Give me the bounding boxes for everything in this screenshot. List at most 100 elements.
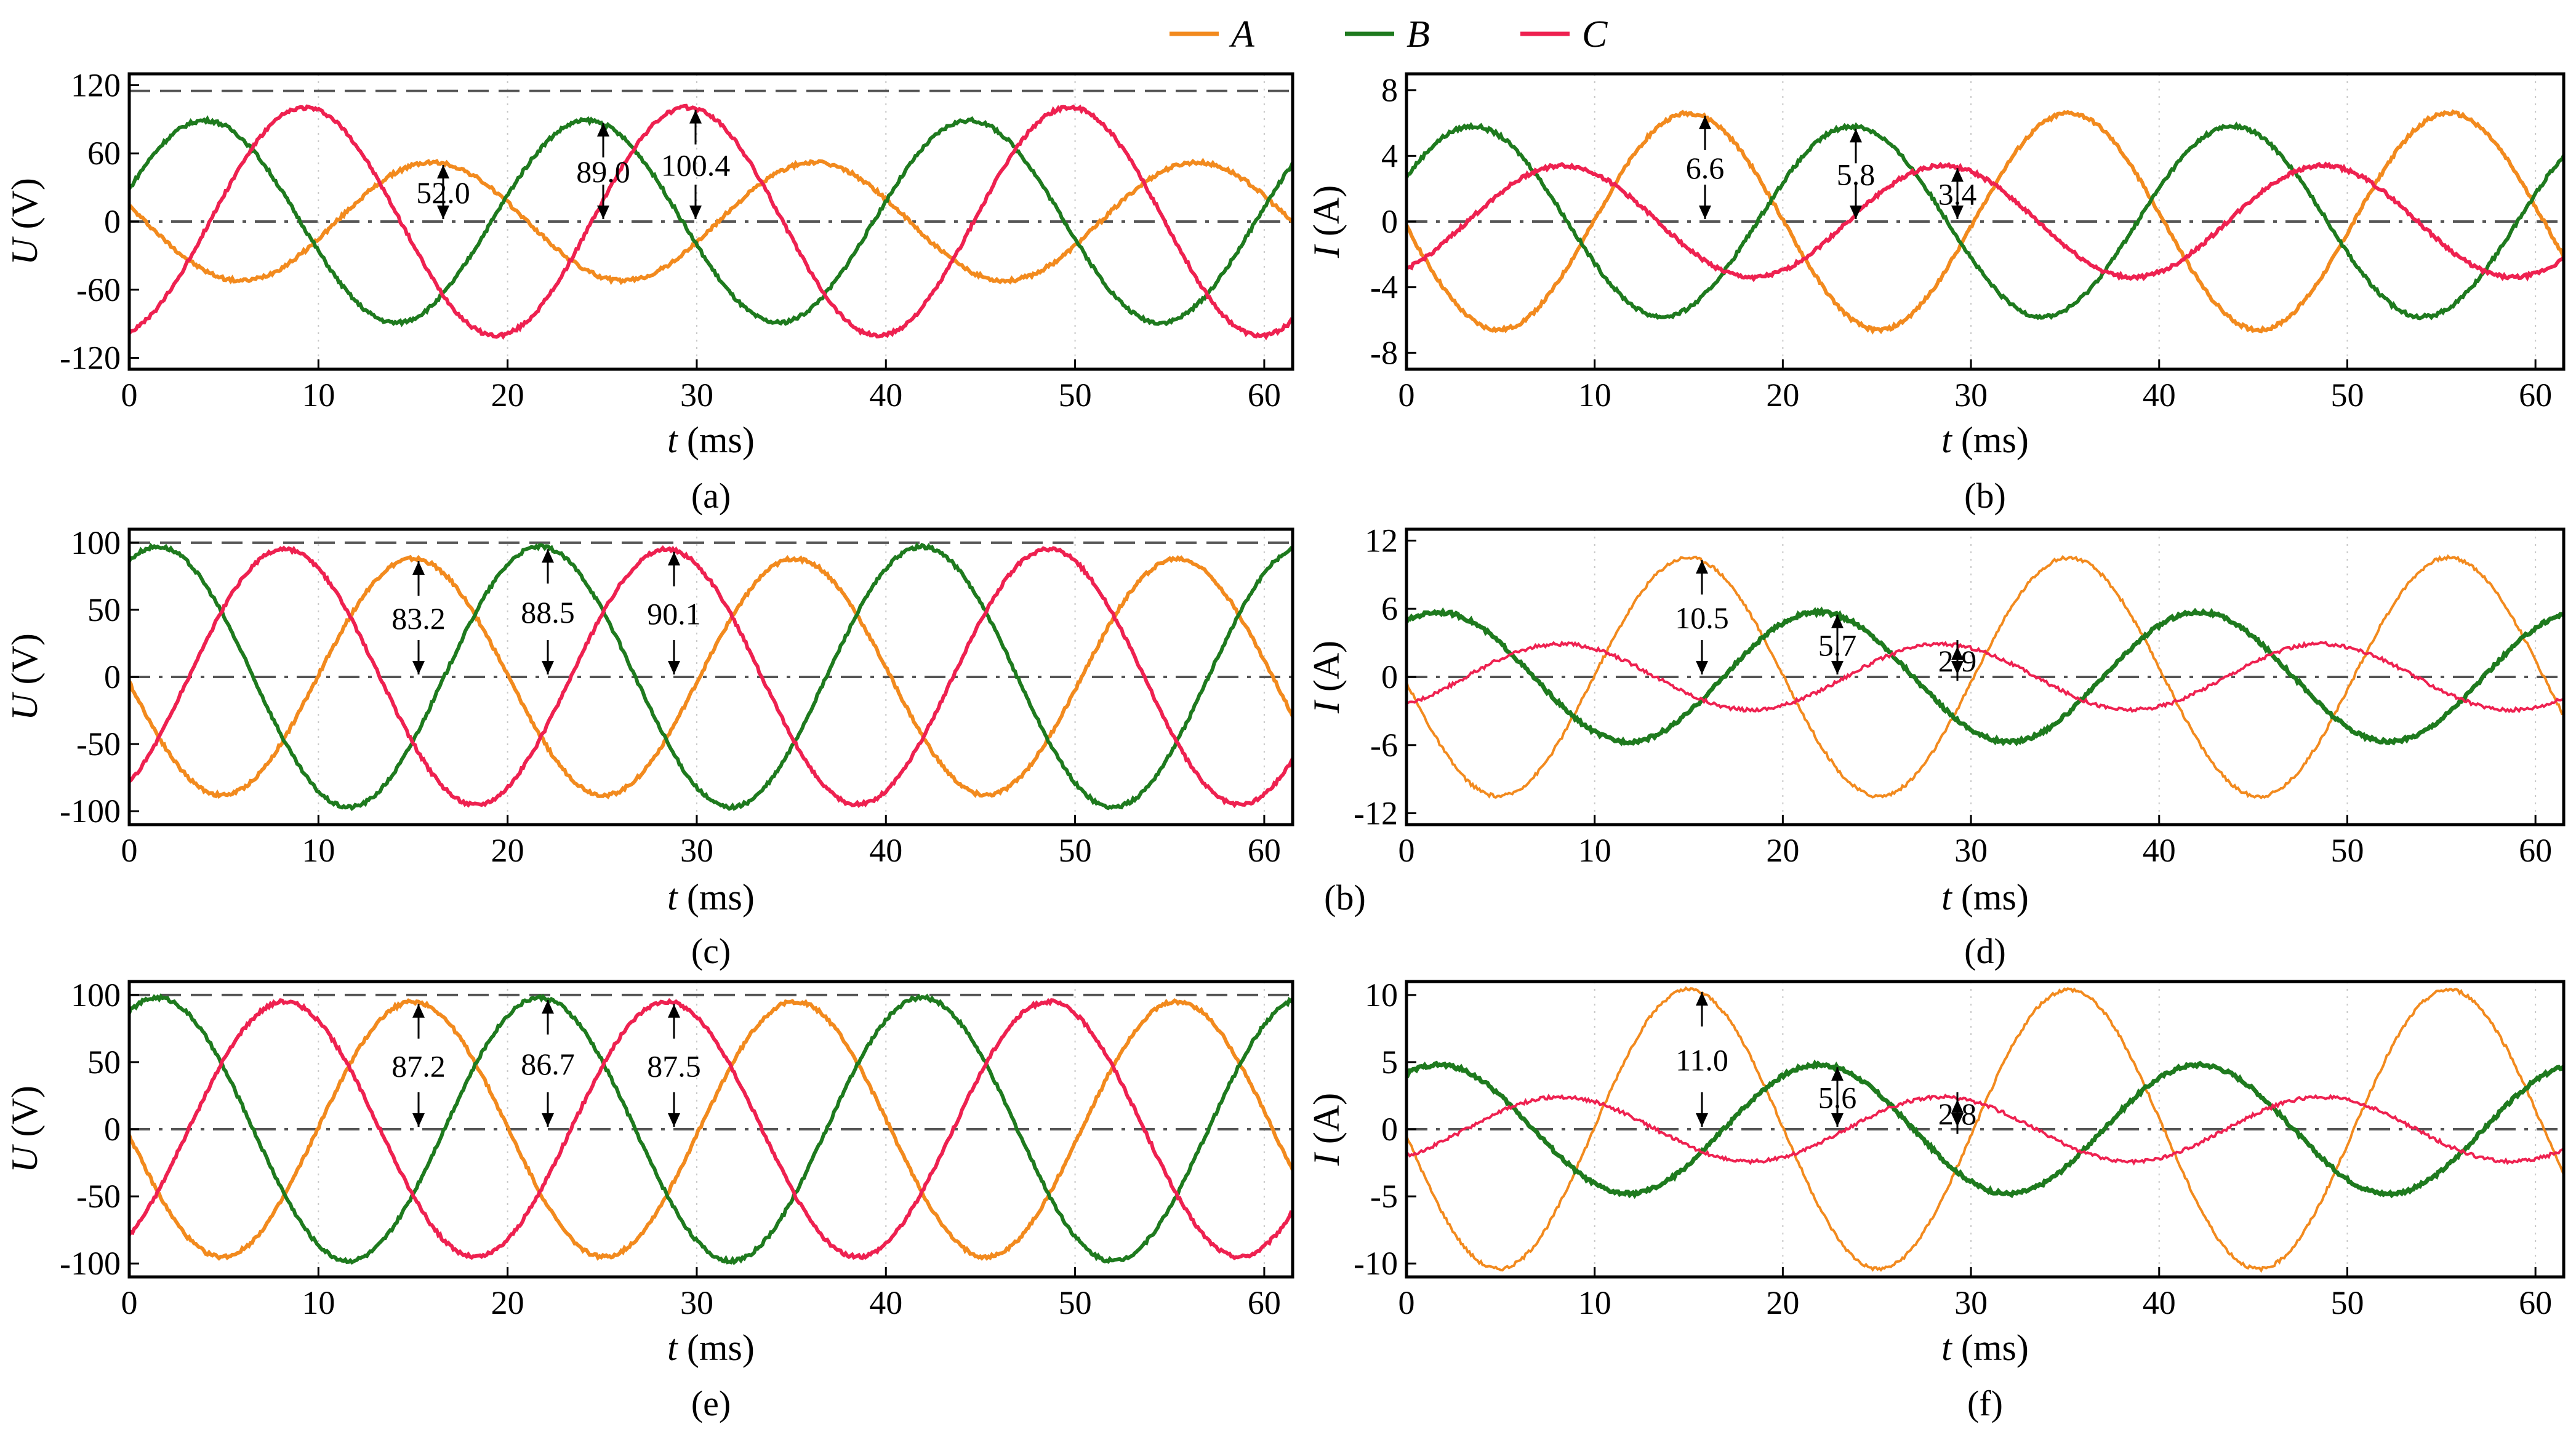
annotation-arrowhead (668, 661, 680, 674)
annotation: 88.5 (521, 549, 575, 674)
x-tick-label: 40 (869, 377, 902, 414)
x-tick-label: 10 (1578, 1284, 1611, 1321)
annotation-arrowhead (542, 1000, 554, 1014)
annotation-arrowhead (668, 1113, 680, 1127)
annotation-value: 88.5 (521, 595, 575, 630)
x-axis-symbol: t (667, 1327, 678, 1368)
series-group (129, 542, 1293, 811)
annotation: 52.0 (416, 165, 470, 219)
y-tick-label: -50 (76, 1178, 121, 1215)
x-tick-label: 10 (1578, 832, 1611, 869)
x-tick-label: 20 (1766, 1284, 1799, 1321)
y-tick-label: -100 (60, 793, 121, 830)
x-tick-label: 50 (2330, 832, 2364, 869)
x-tick-label: 10 (1578, 377, 1611, 414)
x-tick-label: 40 (869, 832, 902, 869)
y-tick-label: -10 (1354, 1245, 1398, 1282)
x-tick-label: 0 (1398, 1284, 1415, 1321)
x-tick-label: 60 (1248, 832, 1281, 869)
y-tick-label: -5 (1370, 1178, 1398, 1215)
annotation-arrowhead (689, 110, 702, 124)
annotation-value: 2.9 (1938, 644, 1977, 678)
annotation-arrowhead (542, 1113, 554, 1127)
x-axis-unit: (ms) (678, 1327, 755, 1368)
subplot-label: (f) (1967, 1383, 2003, 1423)
series-line-a (129, 998, 1293, 1261)
x-axis-label: t (ms) (1941, 420, 2029, 460)
x-tick-label: 30 (1954, 832, 1988, 869)
annotation-arrowhead (1951, 168, 1964, 182)
panel-d: 0 10 20 30 40 50 60 -12 -6 0 6 12 I (A) t (ms) (d) 10.5… (1306, 522, 2566, 971)
legend-label: B (1406, 14, 1430, 55)
annotation-arrowhead (1699, 116, 1711, 129)
annotation-arrowhead (412, 661, 425, 674)
x-axis-label: t (ms) (1941, 877, 2029, 918)
annotation-value: 5.8 (1837, 158, 1876, 192)
x-tick-label: 60 (1248, 377, 1281, 414)
panel-c: 0 10 20 30 40 50 60 -100 -50 0 50 100 U (V) t (ms) (c)… (4, 524, 1366, 971)
annotation: 86.7 (521, 1000, 575, 1127)
series-line-a (129, 158, 1293, 286)
annotation-arrowhead (1951, 1113, 1964, 1127)
y-axis-unit: (A) (1306, 185, 1347, 246)
annotation-value: 100.4 (661, 148, 731, 182)
y-tick-label: 6 (1381, 590, 1398, 627)
y-axis-symbol: U (4, 236, 45, 265)
annotation-arrowhead (1831, 614, 1844, 628)
annotation: 10.5 (1675, 560, 1729, 674)
y-axis-label: U (V) (4, 1086, 45, 1173)
x-axis-label: t (ms) (667, 420, 755, 460)
y-axis-symbol: I (1306, 699, 1347, 714)
x-tick-label: 0 (1398, 832, 1415, 869)
series-line-c (1406, 1094, 2564, 1166)
panel-f: 0 10 20 30 40 50 60 -10 -5 0 5 10 I (A) t (ms) (f) 11.0… (1306, 977, 2566, 1423)
annotation-value: 11.0 (1675, 1043, 1728, 1078)
annotation: 87.2 (391, 1004, 446, 1127)
subplot-label: (d) (1964, 931, 2006, 971)
stray-label: (b) (1324, 878, 1366, 918)
annotation: 90.1 (647, 551, 701, 674)
x-tick-label: 50 (1059, 832, 1092, 869)
annotation: 100.4 (661, 110, 731, 219)
y-tick-label: -120 (60, 340, 121, 377)
annotation: 5.7 (1818, 614, 1856, 674)
y-axis-unit: (V) (4, 1086, 45, 1146)
x-tick-label: 20 (491, 377, 524, 414)
y-tick-label: -60 (76, 271, 121, 308)
x-tick-label: 20 (1766, 832, 1799, 869)
panel-e: 0 10 20 30 40 50 60 -100 -50 0 50 100 U (V) t (ms) (e)… (4, 977, 1294, 1423)
y-axis-symbol: I (1306, 244, 1347, 258)
series-line-a (1406, 986, 2564, 1273)
series-line-a (1406, 554, 2564, 799)
series-line-c (1406, 640, 2564, 713)
annotation-arrowhead (1696, 560, 1708, 574)
y-axis-symbol: U (4, 1144, 45, 1173)
x-axis-symbol: t (1941, 1327, 1952, 1368)
y-tick-label: 0 (1381, 1111, 1398, 1148)
x-axis-symbol: t (1941, 877, 1952, 918)
series-line-c (129, 103, 1293, 341)
x-axis-symbol: t (667, 420, 678, 460)
annotation-arrowhead (1850, 206, 1862, 219)
x-axis-unit: (ms) (1952, 1327, 2029, 1368)
annotation-value: 5.6 (1818, 1081, 1857, 1115)
annotation: 2.8 (1938, 1092, 1976, 1134)
series-group (129, 103, 1293, 341)
series-line-a (1406, 109, 2564, 335)
y-tick-label: 0 (1381, 658, 1398, 695)
annotation-value: 10.5 (1675, 601, 1729, 635)
annotation: 83.2 (391, 561, 446, 674)
y-tick-label: 5 (1381, 1044, 1398, 1081)
x-tick-label: 30 (680, 832, 713, 869)
y-tick-label: 0 (104, 1111, 121, 1148)
annotation-arrowhead (1831, 1067, 1844, 1081)
x-tick-label: 20 (491, 1284, 524, 1321)
x-tick-label: 0 (121, 377, 138, 414)
y-tick-label: 100 (71, 977, 121, 1014)
x-tick-label: 20 (491, 832, 524, 869)
x-axis-unit: (ms) (678, 420, 755, 460)
x-tick-label: 0 (1398, 377, 1415, 414)
panel-b: 0 10 20 30 40 50 60 -8 -4 0 4 8 I (A) t (ms) (b) 6.6 5.8… (1306, 72, 2566, 516)
x-axis-unit: (ms) (1952, 420, 2029, 460)
